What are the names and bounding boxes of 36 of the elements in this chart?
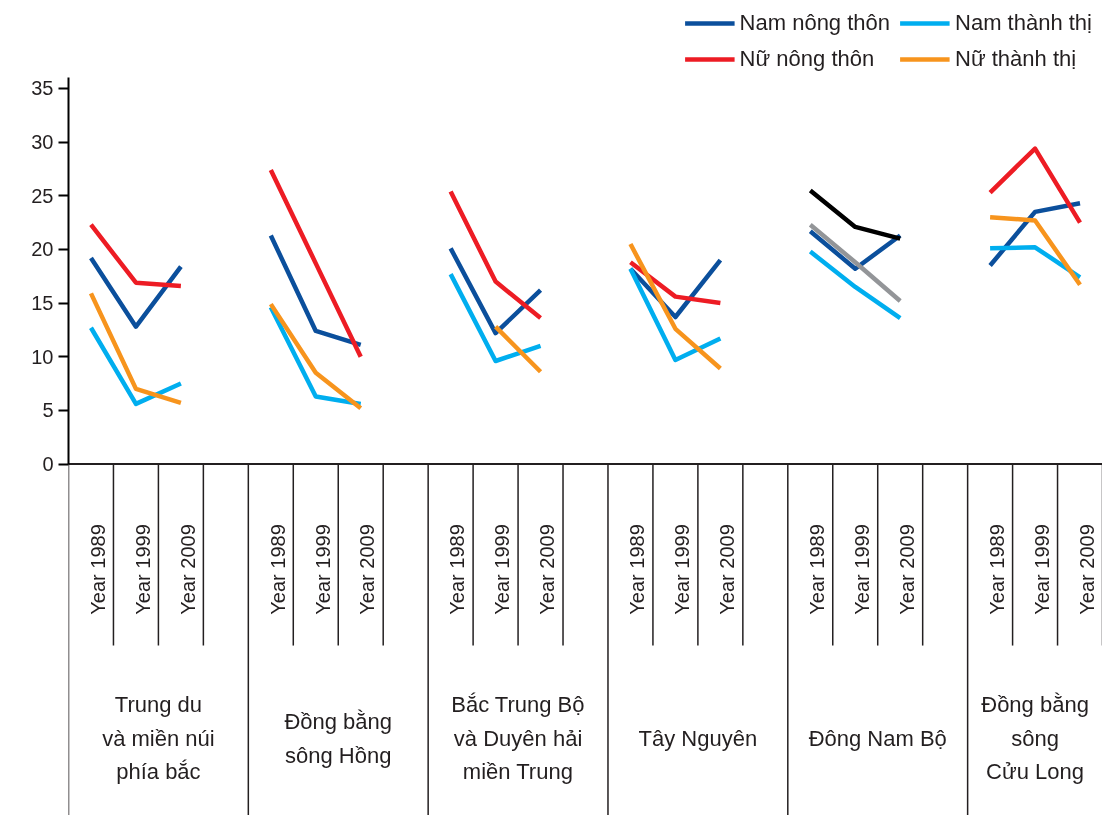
x-tick-label: Year 1989	[985, 524, 1008, 615]
legend-label: Nam nông thôn	[739, 10, 891, 36]
x-tick-label: Year 1999	[491, 524, 514, 615]
text: Trung du và miền núi phía bắc	[102, 692, 215, 785]
y-tick-label: 0	[42, 453, 54, 476]
text: Tây Nguyên	[638, 725, 758, 751]
x-tick-label: Year 2009	[1075, 524, 1098, 615]
x-tick-label: Year 1999	[1030, 524, 1053, 615]
x-tick-label: Year 2009	[716, 524, 739, 615]
legend-label: Nam thành thị	[955, 10, 1092, 36]
y-tick-label: 35	[31, 77, 54, 100]
text: Đồng bằng sông Hồng	[284, 708, 393, 768]
x-tick-label: Year 1999	[671, 524, 694, 615]
y-tick-label: 25	[31, 184, 54, 207]
x-tick-label: Year 1999	[131, 524, 154, 615]
x-tick-label: Year 2009	[176, 524, 199, 615]
x-tick-label: Year 2009	[895, 524, 918, 615]
x-tick-label: Year 1989	[806, 524, 829, 615]
x-tick-label: Year 2009	[536, 524, 559, 615]
legend-label: Nữ nông thôn	[739, 46, 875, 72]
x-tick-label: Year 1989	[446, 524, 469, 615]
y-tick-label: 30	[31, 131, 54, 154]
x-tick-label: Year 1989	[626, 524, 649, 615]
y-tick-label: 15	[31, 292, 54, 315]
x-tick-label: Year 1989	[266, 524, 289, 615]
text: Bắc Trung Bộ và Duyên hải miền Trung	[451, 692, 585, 785]
x-tick-label: Year 2009	[356, 524, 379, 615]
x-tick-label: Year 1999	[311, 524, 334, 615]
y-tick-label: 5	[42, 399, 54, 422]
x-tick-label: Year 1989	[86, 524, 109, 615]
text: Đông Nam Bộ	[808, 725, 947, 751]
legend-label: Nữ thành thị	[955, 46, 1077, 72]
x-tick-label: Year 1999	[850, 524, 873, 615]
text: Đồng bằng sông Cửu Long	[981, 692, 1089, 785]
y-tick-label: 20	[31, 238, 54, 261]
y-tick-label: 10	[31, 345, 54, 368]
